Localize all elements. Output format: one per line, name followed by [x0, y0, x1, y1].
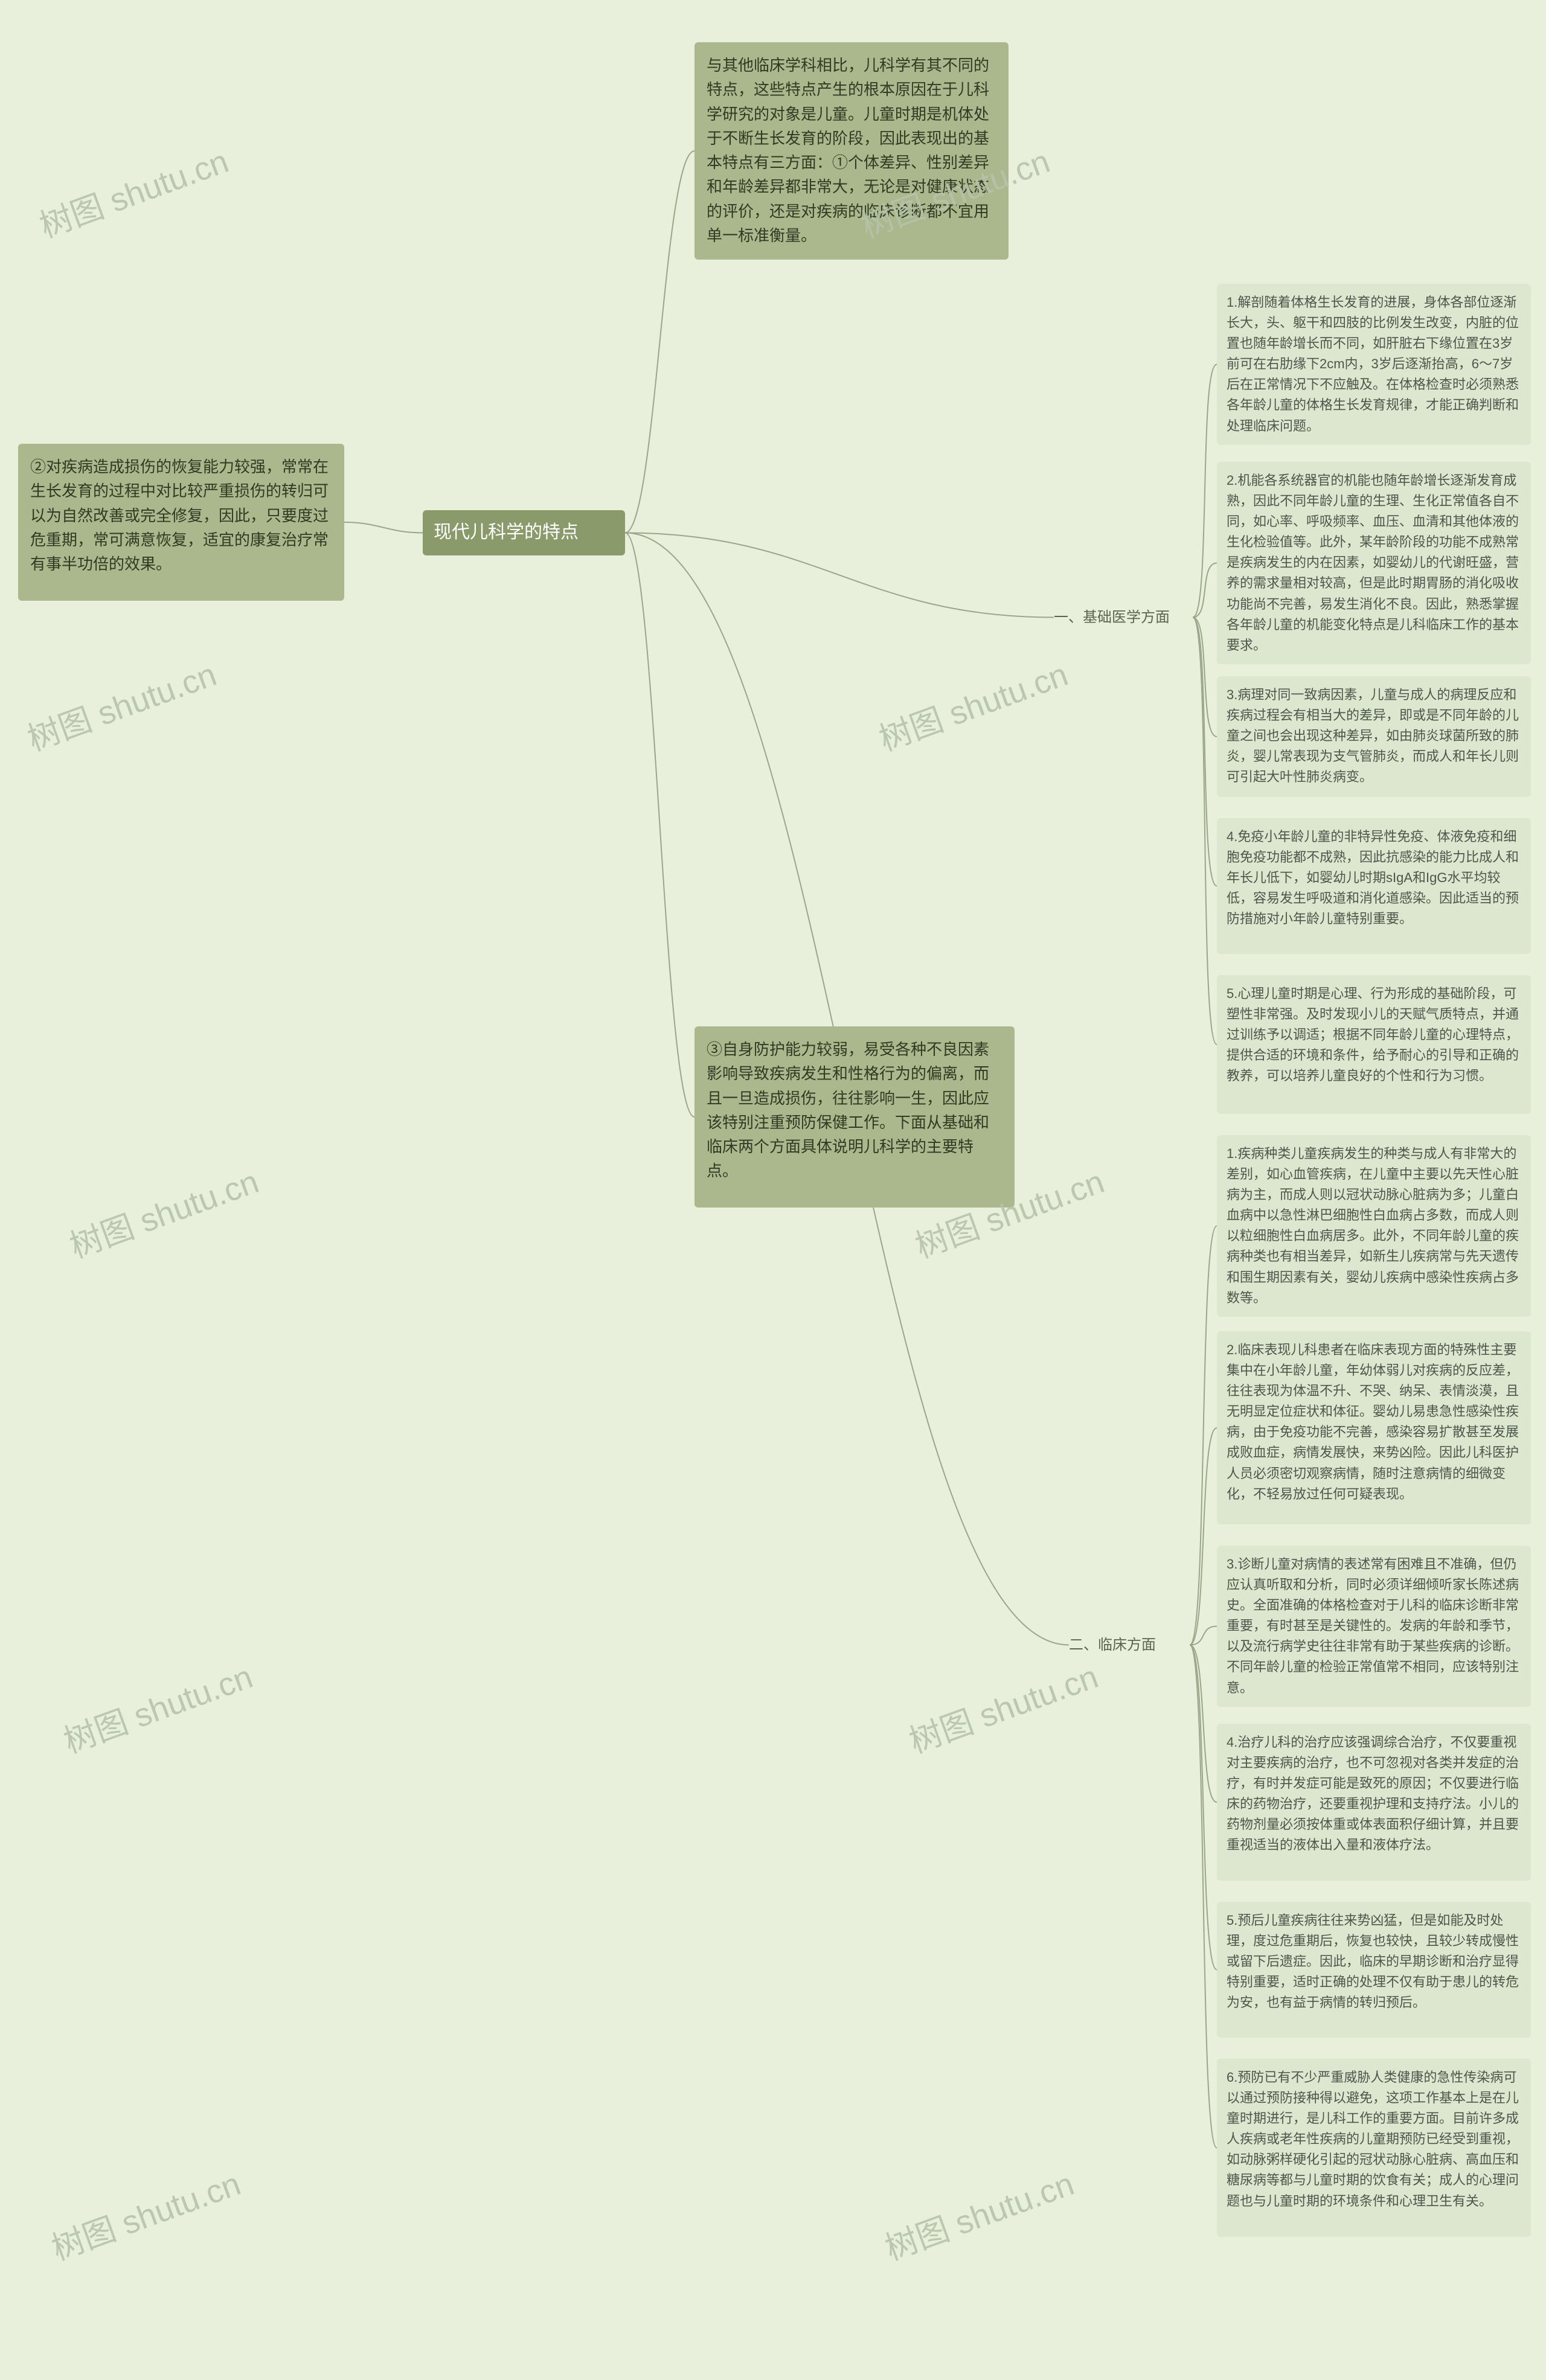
connector — [1193, 563, 1217, 618]
connector — [625, 533, 1054, 618]
node-left[interactable]: ②对疾病造成损伤的恢复能力较强，常常在生长发育的过程中对比较严重损伤的转归可以为… — [18, 444, 344, 601]
connector — [1193, 618, 1217, 737]
watermark: 树图 shutu.cn — [871, 648, 1073, 760]
watermark: 树图 shutu.cn — [62, 1155, 264, 1267]
watermark: 树图 shutu.cn — [32, 135, 234, 247]
node-b4[interactable]: 4.免疫小年龄儿童的非特异性免疫、体液免疫和细胞免疫功能都不成熟，因此抗感染的能… — [1217, 818, 1531, 954]
node-c6[interactable]: 6.预防已有不少严重威胁人类健康的急性传染病可以通过预防接种得以避免，这项工作基… — [1217, 2059, 1531, 2237]
connector — [1190, 1226, 1217, 1645]
node-c4[interactable]: 4.治疗儿科的治疗应该强调综合治疗，不仅要重视对主要疾病的治疗，也不可忽视对各类… — [1217, 1724, 1531, 1881]
node-c5[interactable]: 5.预后儿童疾病往往来势凶猛，但是如能及时处理，度过危重期后，恢复也较快，且较少… — [1217, 1902, 1531, 2038]
connector — [1193, 618, 1217, 1045]
connector — [344, 522, 423, 533]
node-intro[interactable]: 与其他临床学科相比，儿科学有其不同的特点，这些特点产生的根本原因在于儿科学研究的… — [694, 42, 1009, 260]
node-c2[interactable]: 2.临床表现儿科患者在临床表现方面的特殊性主要集中在小年龄儿童，年幼体弱儿对疾病… — [1217, 1331, 1531, 1524]
node-c3[interactable]: 3.诊断儿童对病情的表述常有困难且不准确，但仍应认真听取和分析，同时必须详细倾听… — [1217, 1546, 1531, 1707]
node-b2[interactable]: 2.机能各系统器官的机能也随年龄增长逐渐发育成熟，因此不同年龄儿童的生理、生化正… — [1217, 462, 1531, 664]
node-protect[interactable]: ③自身防护能力较弱，易受各种不良因素影响导致疾病发生和性格行为的偏离，而且一旦造… — [694, 1026, 1015, 1208]
node-root[interactable]: 现代儿科学的特点 — [423, 510, 625, 555]
watermark: 树图 shutu.cn — [44, 2157, 246, 2270]
node-basic_label[interactable]: 一、基础医学方面 — [1054, 604, 1193, 631]
node-b5[interactable]: 5.心理儿童时期是心理、行为形成的基础阶段，可塑性非常强。及时发现小儿的天赋气质… — [1217, 975, 1531, 1114]
connector — [625, 533, 694, 1118]
node-b1[interactable]: 1.解剖随着体格生长发育的进展，身体各部位逐渐长大，头、躯干和四肢的比例发生改变… — [1217, 284, 1531, 445]
connector — [1193, 618, 1217, 886]
connector — [1193, 365, 1217, 618]
connector — [1190, 1627, 1217, 1645]
node-c1[interactable]: 1.疾病种类儿童疾病发生的种类与成人有非常大的差别，如心血管疾病，在儿童中主要以… — [1217, 1135, 1531, 1317]
node-b3[interactable]: 3.病理对同一致病因素，儿童与成人的病理反应和疾病过程会有相当大的差异，即或是不… — [1217, 676, 1531, 797]
watermark: 树图 shutu.cn — [20, 648, 222, 760]
watermark: 树图 shutu.cn — [56, 1650, 258, 1762]
connector — [1190, 1645, 1217, 1970]
watermark: 树图 shutu.cn — [902, 1650, 1103, 1762]
mindmap-canvas: 现代儿科学的特点 与其他临床学科相比，儿科学有其不同的特点，这些特点产生的根本原因… — [0, 0, 1546, 2380]
connector — [625, 151, 694, 533]
node-clinic_label[interactable]: 二、临床方面 — [1069, 1631, 1190, 1659]
connector — [1190, 1428, 1217, 1645]
connector — [1190, 1645, 1217, 2148]
connector — [1190, 1645, 1217, 1803]
watermark: 树图 shutu.cn — [877, 2157, 1079, 2270]
